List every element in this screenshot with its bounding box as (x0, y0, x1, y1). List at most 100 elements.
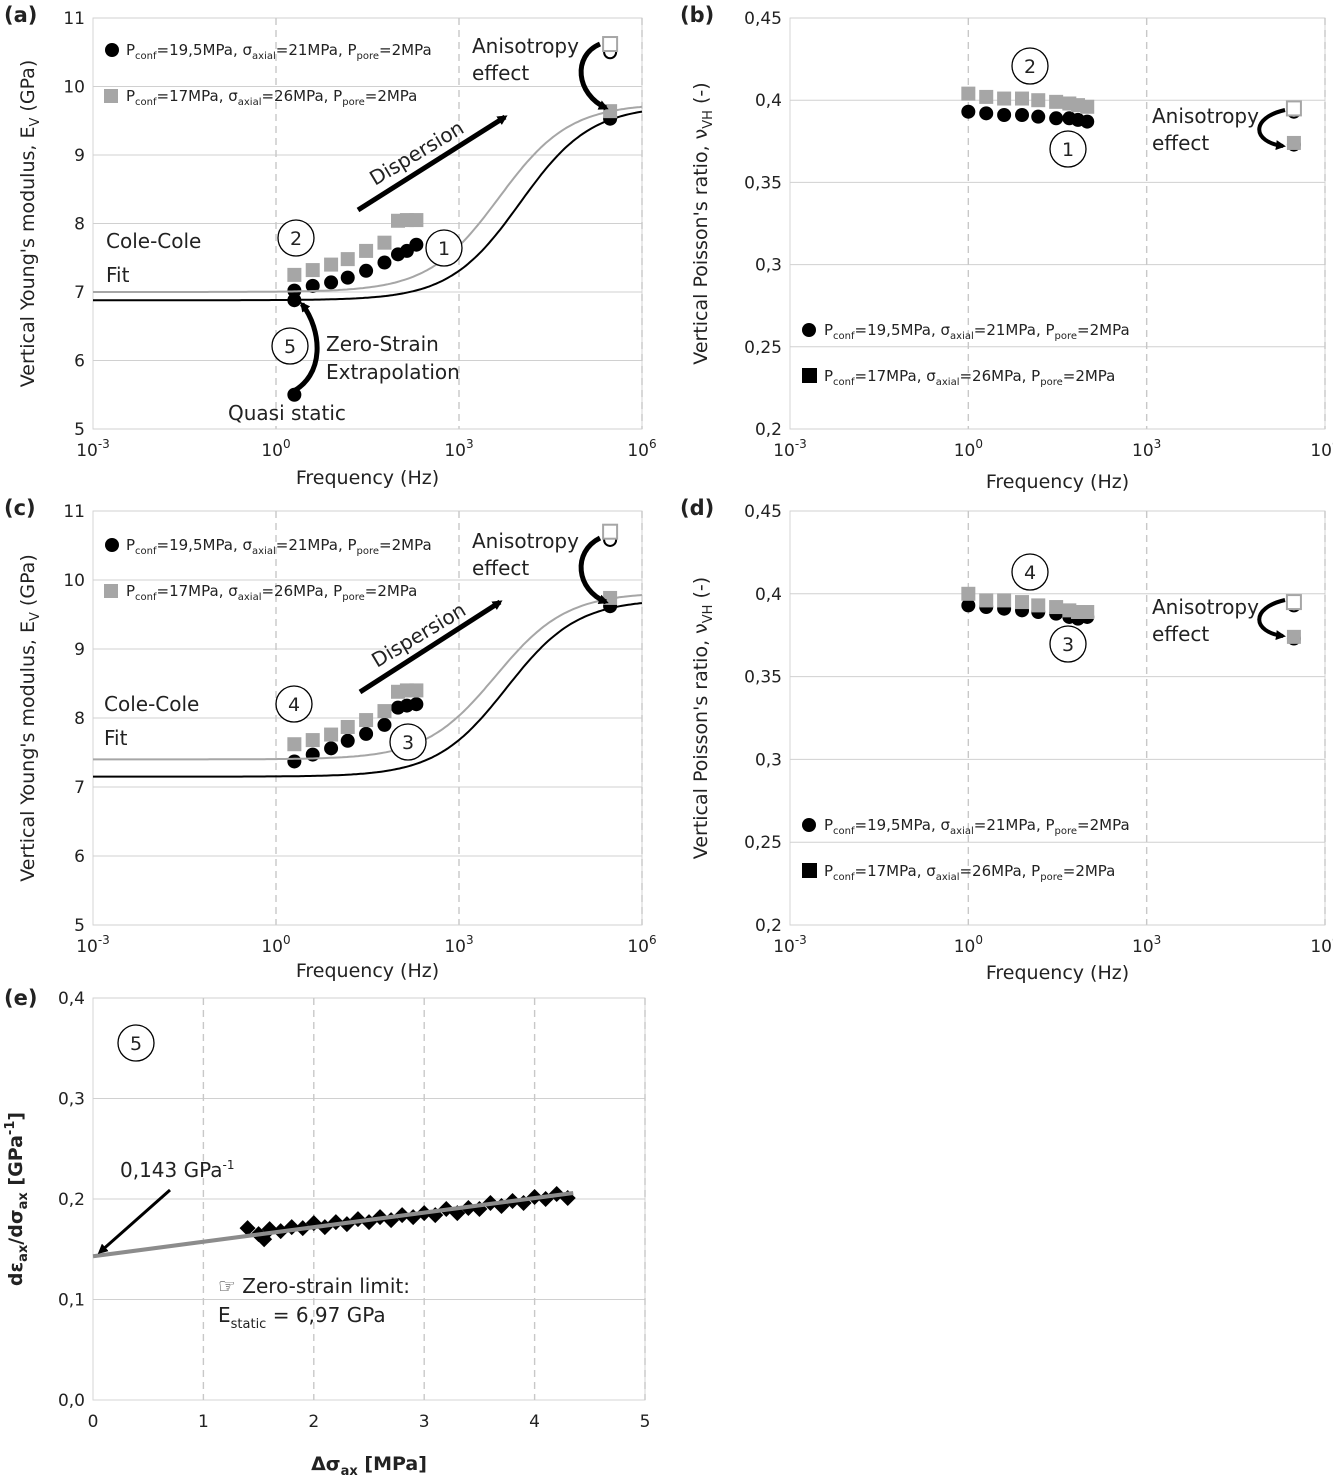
legend-marker-circle (105, 43, 119, 57)
y-tick-label: 11 (63, 502, 85, 522)
data-point-square (377, 704, 392, 719)
x-tick-label: 100 (261, 437, 290, 461)
data-point-circle (324, 275, 339, 290)
data-point-square (340, 252, 355, 267)
anisotropy-arrow (1257, 598, 1286, 641)
data-point-circle (377, 255, 392, 270)
data-point-square (997, 593, 1012, 608)
x-tick-label: 100 (954, 933, 983, 957)
y-tick-label: 0,35 (744, 668, 782, 688)
panel-d: (d) 0,2 0,25 0,3 0,35 0,4 0,45 10-3 100 103 106 Fr… (680, 496, 1333, 984)
data-point-square (1015, 595, 1030, 610)
circled-number-ring (1011, 47, 1049, 85)
data-point-circle (340, 270, 355, 285)
y-axis-label: dεax/dσax [GPa-1] (3, 1112, 31, 1286)
anisotropy-label: Anisotropy (472, 529, 579, 553)
y-tick-label: 10 (63, 78, 85, 98)
quasi-static-point (287, 293, 302, 308)
x-tick-label: 4 (529, 1412, 540, 1432)
circled-number-ring (1049, 625, 1087, 663)
fit-label: Fit (106, 263, 130, 287)
x-axis-label: Frequency (Hz) (296, 960, 439, 982)
plot-area-c: 5 6 7 8 9 10 11 10-3 100 103 106 Frequency (Hz) Vert… (17, 502, 657, 982)
data-point-circle (409, 237, 424, 252)
y-tick-label: 0,3 (755, 750, 782, 770)
x-tick-label: 106 (627, 933, 656, 957)
circled-number-ring (117, 1024, 155, 1062)
x-axis-label: Frequency (Hz) (986, 471, 1129, 493)
circled-number-label: 5 (284, 336, 296, 358)
panel-label-b: (b) (680, 3, 714, 27)
data-point-square (287, 267, 302, 282)
data-point-square (340, 719, 355, 734)
x-tick-label: 1 (198, 1412, 209, 1432)
y-tick-label: 0,3 (755, 256, 782, 276)
dispersion-arrow (358, 599, 503, 695)
legend-marker-circle (802, 323, 816, 337)
data-point-square (979, 593, 994, 608)
regression-line (92, 1190, 574, 1259)
x-tick-label: 106 (627, 437, 656, 461)
data-point-circle (1031, 109, 1046, 124)
effect-label: effect (472, 556, 529, 580)
circled-number-label: 2 (290, 228, 302, 250)
circled-number-ring (275, 685, 313, 723)
data-point-square (287, 737, 302, 752)
data-point-circle (1080, 114, 1095, 129)
data-point-square (409, 683, 424, 698)
y-tick-label: 0,45 (744, 502, 782, 522)
ultrasonic-point-open (1285, 100, 1302, 117)
x-tick-label: 10-3 (76, 437, 110, 461)
panel-c: (c) 5 6 7 8 9 10 11 10-3 100 103 106 Frequency (Hz)… (4, 496, 657, 982)
annotations-d: Anisotropy effect (1152, 595, 1286, 646)
data-point-circle (340, 733, 355, 748)
y-tick-label: 9 (74, 146, 85, 166)
data-point-square (1080, 605, 1095, 620)
x-tick-label: 2 (308, 1412, 319, 1432)
anisotropy-arrow (578, 41, 609, 111)
colecole-label: Cole-Cole (104, 692, 199, 716)
data-point-circle (324, 741, 339, 756)
legend-a: Pconf=19,5MPa, σaxial=21MPa, Ppore=2MPa … (104, 41, 432, 108)
data-point-square (1080, 99, 1095, 114)
data-point-square (305, 733, 320, 748)
data-point-circle (961, 104, 976, 119)
y-tick-label: 0,1 (58, 1291, 85, 1311)
plot-area-d: 0,2 0,25 0,3 0,35 0,4 0,45 10-3 100 103 106 Freque… (690, 502, 1333, 984)
circled-number-ring (1011, 553, 1049, 591)
legend-marker-square (104, 89, 118, 103)
legend-marker-square (104, 584, 118, 598)
circled-number-ring (389, 723, 427, 761)
x-tick-label: 103 (444, 933, 473, 957)
circled-number-label: 4 (1024, 562, 1036, 584)
y-tick-label: 6 (74, 352, 85, 372)
circled-number-ring (1049, 130, 1087, 168)
y-tick-label: 10 (63, 571, 85, 591)
circled-number-label: 1 (1062, 139, 1074, 161)
y-axis-label: Vertical Poisson's ratio, νVH (-) (690, 577, 716, 859)
data-point-circle (1015, 107, 1030, 122)
panel-label-a: (a) (4, 3, 37, 27)
data-point-circle (359, 263, 374, 278)
y-tick-label: 0,2 (755, 420, 782, 440)
extrapolation-label: Extrapolation (326, 360, 460, 384)
data-point-circle (377, 717, 392, 732)
legend-label-s1: Pconf=19,5MPa, σaxial=21MPa, Ppore=2MPa (126, 536, 432, 557)
dispersion-label: Dispersion (367, 597, 470, 672)
data-point-square (1031, 598, 1046, 613)
circled-number-label: 3 (402, 732, 414, 754)
y-tick-label: 0,2 (755, 916, 782, 936)
legend-label-s2: Pconf=17MPa, σaxial=26MPa, Ppore=2MPa (824, 862, 1115, 883)
legend-marker-circle (105, 538, 119, 552)
data-point-circle (359, 726, 374, 741)
legend-label-s2: Pconf=17MPa, σaxial=26MPa, Ppore=2MPa (126, 582, 417, 603)
data-point-square (1015, 91, 1030, 106)
circled-number-ring (277, 219, 315, 257)
ultrasonic-point-open (602, 523, 619, 540)
legend-marker-square (802, 863, 817, 878)
data-point-circle (961, 598, 976, 613)
panel-label-d: (d) (680, 496, 714, 520)
plot-area-b: 0,2 0,25 0,3 0,35 0,4 0,45 10-3 100 103 106 Freque… (690, 9, 1333, 493)
legend-label-s2: Pconf=17MPa, σaxial=26MPa, Ppore=2MPa (126, 87, 417, 108)
zero-strain-arrow (288, 301, 320, 396)
